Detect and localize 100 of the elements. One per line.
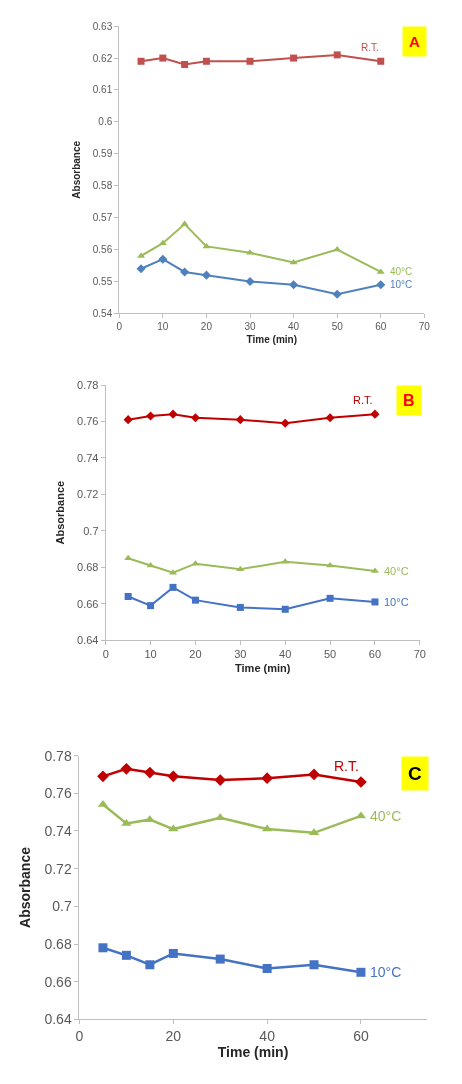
y-axis-title: Absorbance bbox=[53, 480, 66, 545]
x-tick-label: 60 bbox=[375, 321, 387, 333]
y-tick-label: 0.7 bbox=[83, 524, 99, 537]
x-tick-label: 50 bbox=[331, 321, 344, 333]
point bbox=[124, 592, 132, 600]
point bbox=[261, 772, 273, 785]
y-tick-label: 0.7 bbox=[52, 898, 72, 915]
y-tick-label: 0.56 bbox=[92, 244, 113, 256]
point bbox=[333, 51, 341, 59]
x-tick-label: 20 bbox=[165, 1028, 182, 1045]
series-label: 40°C bbox=[384, 565, 409, 577]
point bbox=[190, 413, 200, 423]
point bbox=[201, 270, 211, 280]
point bbox=[308, 768, 320, 781]
point bbox=[191, 596, 199, 604]
x-tick-label: 40 bbox=[288, 321, 300, 333]
y-tick-label: 0.61 bbox=[92, 84, 113, 96]
point bbox=[169, 583, 177, 591]
point bbox=[158, 254, 168, 264]
point bbox=[168, 409, 178, 419]
y-tick-label: 0.78 bbox=[77, 378, 99, 391]
x-tick-label: 70 bbox=[418, 321, 431, 333]
x-tick-label: 50 bbox=[323, 648, 337, 661]
y-tick-label: 0.68 bbox=[44, 935, 72, 952]
x-tick-label: 0 bbox=[102, 648, 109, 661]
y-tick-label: 0.55 bbox=[92, 276, 113, 288]
point bbox=[377, 57, 385, 65]
point bbox=[215, 954, 225, 964]
x-tick-label: 30 bbox=[234, 648, 247, 661]
point bbox=[236, 603, 244, 611]
y-axis-title: Absorbance bbox=[70, 140, 82, 199]
y-tick-label: 0.74 bbox=[44, 822, 72, 839]
x-tick-label: 10 bbox=[144, 648, 157, 661]
point bbox=[246, 57, 254, 65]
x-tick-label: 10 bbox=[157, 321, 169, 333]
y-tick-label: 0.54 bbox=[92, 307, 113, 319]
series-label: 40°C bbox=[370, 808, 402, 824]
annotation: B bbox=[403, 392, 415, 409]
y-tick-label: 0.59 bbox=[92, 148, 113, 160]
y-tick-label: 0.66 bbox=[44, 973, 72, 990]
x-tick-label: 70 bbox=[413, 648, 426, 661]
x-tick-label: 20 bbox=[200, 321, 213, 333]
series-label: 10°C bbox=[370, 964, 402, 980]
x-axis-title: Time (min) bbox=[246, 333, 298, 345]
point bbox=[147, 602, 155, 610]
point bbox=[356, 967, 366, 977]
point bbox=[281, 605, 289, 613]
x-axis-title: Time (min) bbox=[235, 661, 291, 674]
point bbox=[98, 943, 108, 953]
y-tick-label: 0.57 bbox=[92, 212, 113, 224]
point bbox=[145, 960, 155, 970]
point bbox=[332, 289, 342, 299]
y-tick-label: 0.74 bbox=[77, 451, 99, 464]
y-tick-label: 0.76 bbox=[77, 415, 99, 428]
x-tick-label: 20 bbox=[189, 648, 202, 661]
point bbox=[202, 242, 211, 249]
point bbox=[290, 54, 298, 62]
series-label: 10°C bbox=[384, 596, 409, 608]
y-axis-title: Absorbance bbox=[17, 846, 34, 928]
point bbox=[235, 415, 245, 425]
x-tick-label: 40 bbox=[279, 648, 292, 661]
y-tick-label: 0.66 bbox=[77, 597, 99, 610]
point bbox=[325, 413, 335, 423]
point bbox=[136, 264, 146, 274]
series-label: 40°C bbox=[390, 266, 413, 277]
point bbox=[159, 54, 167, 62]
point bbox=[326, 594, 334, 602]
point bbox=[137, 57, 145, 65]
point bbox=[121, 818, 132, 826]
point bbox=[280, 418, 290, 428]
y-tick-label: 0.72 bbox=[44, 860, 72, 877]
point bbox=[370, 409, 380, 419]
x-tick-label: 30 bbox=[244, 321, 257, 333]
x-tick-label: 40 bbox=[259, 1028, 276, 1045]
point bbox=[144, 766, 156, 779]
series-label: 10°C bbox=[390, 279, 413, 290]
x-axis-title: Time (min) bbox=[217, 1044, 289, 1061]
point bbox=[121, 950, 131, 960]
point bbox=[181, 60, 189, 68]
point bbox=[245, 276, 255, 287]
x-tick-label: 60 bbox=[368, 648, 382, 661]
point bbox=[167, 770, 180, 783]
point bbox=[289, 258, 298, 265]
y-tick-label: 0.58 bbox=[92, 180, 113, 192]
point bbox=[309, 960, 319, 970]
point bbox=[97, 770, 109, 783]
point bbox=[180, 267, 190, 277]
y-tick-label: 0.62 bbox=[92, 52, 113, 64]
series-label: R.T. bbox=[334, 758, 359, 774]
point bbox=[146, 411, 156, 421]
y-tick-label: 0.63 bbox=[92, 20, 113, 32]
point bbox=[371, 598, 379, 606]
x-tick-label: 0 bbox=[116, 321, 123, 333]
series-label: R.T. bbox=[353, 394, 373, 406]
point bbox=[120, 762, 133, 775]
y-tick-label: 0.78 bbox=[44, 747, 72, 764]
point bbox=[289, 280, 299, 290]
y-tick-label: 0.72 bbox=[77, 488, 99, 501]
series-label: R.T. bbox=[361, 42, 379, 53]
point bbox=[376, 280, 386, 290]
